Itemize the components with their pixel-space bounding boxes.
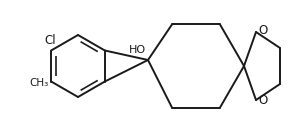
- Text: O: O: [258, 24, 267, 38]
- Text: Cl: Cl: [44, 34, 56, 47]
- Text: HO: HO: [129, 45, 146, 55]
- Text: CH₃: CH₃: [29, 78, 48, 88]
- Text: O: O: [258, 95, 267, 107]
